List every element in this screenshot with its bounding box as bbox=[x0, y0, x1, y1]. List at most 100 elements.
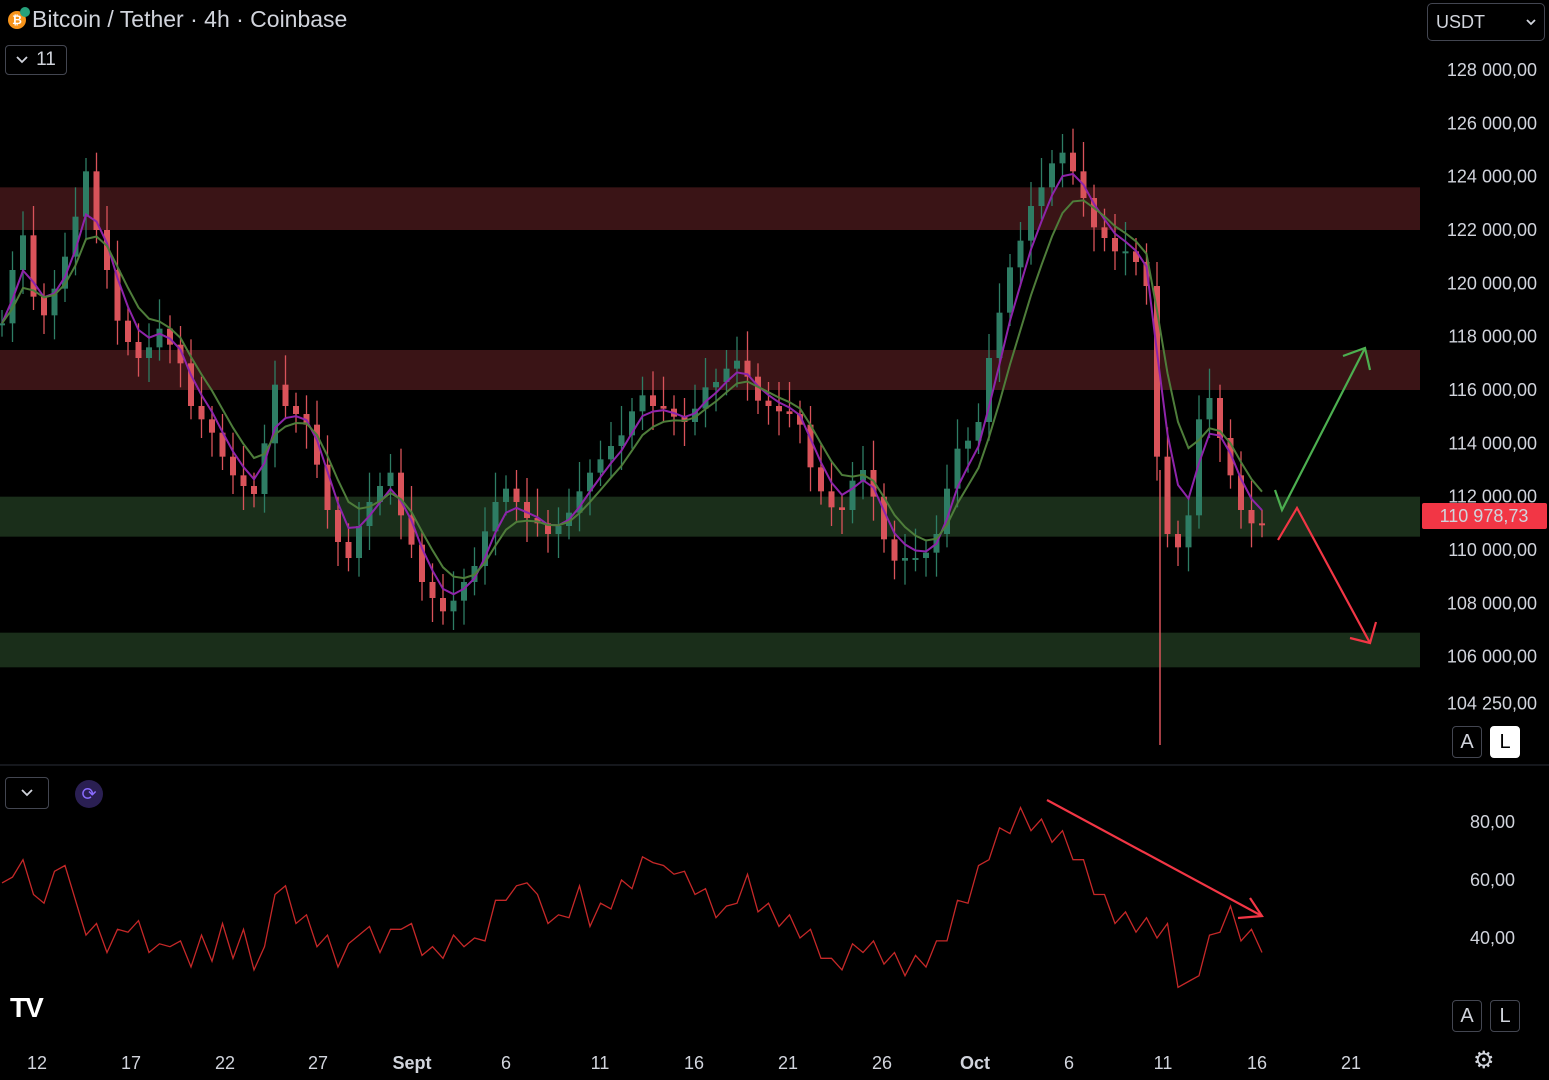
drawing-arrows[interactable] bbox=[1046, 346, 1378, 920]
candle-body bbox=[51, 288, 58, 316]
time-tick-label: 21 bbox=[778, 1053, 798, 1073]
chevron-down-icon bbox=[21, 789, 33, 797]
candle-body bbox=[1007, 267, 1013, 313]
candle-body bbox=[881, 496, 887, 540]
price-log-scale-button[interactable]: L bbox=[1490, 726, 1520, 758]
candle-body bbox=[324, 464, 331, 510]
candle-body bbox=[1217, 398, 1223, 438]
rsi-tick-label: 80,00 bbox=[1470, 812, 1515, 832]
candle-body bbox=[408, 515, 415, 545]
price-tick-label: 104 250,00 bbox=[1447, 693, 1537, 713]
candle-body bbox=[1049, 163, 1055, 188]
candle-body bbox=[377, 486, 383, 502]
time-tick-label: Sept bbox=[392, 1053, 431, 1073]
candle-body bbox=[135, 342, 142, 358]
zone-resistance-0 bbox=[0, 187, 1420, 230]
indicators-toggle-button[interactable]: 11 bbox=[5, 45, 67, 75]
price-auto-scale-button[interactable]: A bbox=[1452, 726, 1482, 758]
candle-body bbox=[356, 526, 362, 558]
bullish-arrow-head bbox=[1342, 346, 1372, 371]
rsi-pane: 80,00 60,00 40,00 bbox=[1, 805, 1515, 989]
candle-body bbox=[723, 368, 730, 382]
candle-body bbox=[545, 523, 551, 534]
time-tick-label: 22 bbox=[215, 1053, 235, 1073]
price-tick-label: 106 000,00 bbox=[1447, 647, 1537, 667]
candle-body bbox=[555, 526, 562, 534]
candle-body bbox=[587, 472, 593, 492]
rsi-collapse-button[interactable] bbox=[5, 777, 49, 809]
time-tick-label: 26 bbox=[872, 1053, 892, 1073]
candle-body bbox=[1133, 251, 1139, 262]
price-tick-label: 122 000,00 bbox=[1447, 220, 1537, 240]
price-tick-label: 116 000,00 bbox=[1448, 380, 1537, 400]
indicator-count: 11 bbox=[36, 49, 56, 70]
candle-body bbox=[1122, 251, 1129, 254]
currency-select[interactable]: USDT bbox=[1427, 3, 1545, 41]
candle-body bbox=[944, 488, 950, 534]
candle-body bbox=[776, 406, 782, 412]
candle-body bbox=[902, 558, 908, 561]
candle-body bbox=[282, 384, 289, 406]
candle-body bbox=[125, 320, 131, 342]
candle-body bbox=[692, 408, 698, 422]
candle-body bbox=[30, 235, 37, 297]
price-zones bbox=[0, 187, 1420, 668]
time-tick-label: 11 bbox=[591, 1053, 610, 1073]
tradingview-logo[interactable]: TV bbox=[10, 992, 44, 1023]
last-price-label: 110 978,73 bbox=[1440, 506, 1529, 526]
candle-body bbox=[240, 475, 247, 486]
candle-body bbox=[996, 312, 1003, 358]
candle-body bbox=[870, 470, 877, 497]
candle-body bbox=[1101, 227, 1108, 238]
candle-body bbox=[419, 544, 425, 582]
candle-body bbox=[650, 395, 656, 406]
price-tick-label: 120 000,00 bbox=[1447, 273, 1537, 293]
rsi-log-scale-button[interactable]: L bbox=[1490, 1000, 1520, 1032]
symbol-title[interactable]: ₿ Bitcoin / Tether · 4h · Coinbase bbox=[8, 6, 347, 33]
rsi-auto-scale-button[interactable]: A bbox=[1452, 1000, 1482, 1032]
chevron-down-icon bbox=[16, 56, 28, 64]
candle-body bbox=[1175, 534, 1181, 548]
candle-body bbox=[1059, 152, 1066, 164]
sync-icon[interactable]: ⟳ bbox=[75, 780, 103, 808]
candle-body bbox=[20, 235, 26, 270]
gear-icon[interactable]: ⚙ bbox=[1473, 1047, 1495, 1074]
candle-body bbox=[1017, 240, 1024, 268]
candle-body bbox=[219, 432, 226, 457]
candle-body bbox=[114, 270, 121, 321]
candle-body bbox=[786, 411, 793, 414]
slow-ma-line bbox=[1, 199, 1263, 580]
candle-body bbox=[314, 424, 320, 465]
chevron-down-icon bbox=[1526, 18, 1536, 25]
zone-support-3 bbox=[0, 632, 1420, 668]
price-tick-label: 124 000,00 bbox=[1447, 167, 1537, 187]
price-tick-label: 126 000,00 bbox=[1447, 113, 1537, 133]
bearish-arrow-head bbox=[1349, 621, 1378, 645]
candle-body bbox=[492, 502, 499, 532]
price-tick-label: 108 000,00 bbox=[1447, 593, 1537, 613]
candle-body bbox=[1070, 152, 1076, 172]
time-axis: 12 17 22 27 Sept 6 11 16 21 26 Oct 6 11 16 21 bbox=[27, 1053, 1361, 1073]
price-tick-label: 118 000,00 bbox=[1448, 327, 1537, 347]
candle-body bbox=[839, 507, 845, 510]
time-tick-label: 27 bbox=[308, 1053, 328, 1073]
time-tick-label: 16 bbox=[684, 1053, 704, 1073]
candle-body bbox=[513, 488, 520, 502]
candle-body bbox=[639, 395, 646, 412]
candle-body bbox=[230, 456, 236, 476]
rsi-divergence-line bbox=[1046, 799, 1263, 917]
candle-body bbox=[503, 488, 509, 502]
candle-body bbox=[1227, 438, 1234, 476]
candle-body bbox=[1185, 515, 1192, 548]
candle-body bbox=[450, 600, 457, 612]
candle-body bbox=[755, 376, 761, 401]
candle-body bbox=[524, 502, 530, 518]
candle-body bbox=[608, 446, 614, 460]
candle-body bbox=[597, 459, 604, 473]
candle-body bbox=[387, 472, 394, 486]
candle-body bbox=[765, 400, 772, 406]
candle-body bbox=[272, 384, 278, 444]
rsi-tick-label: 40,00 bbox=[1470, 928, 1515, 948]
candle-body bbox=[72, 216, 79, 257]
